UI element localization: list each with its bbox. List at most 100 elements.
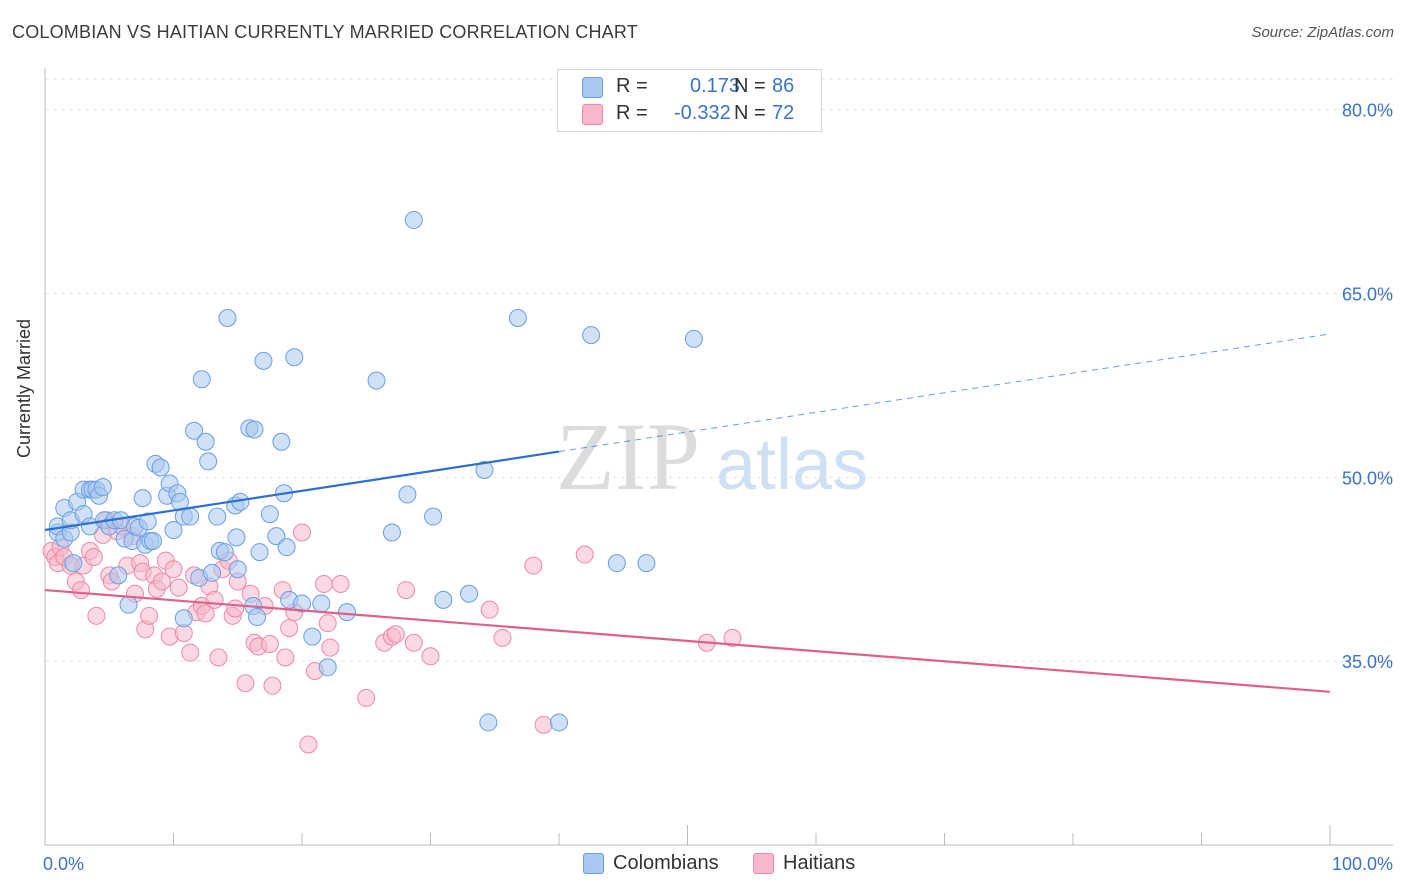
colombian-point (164, 521, 183, 540)
colombian-point (460, 584, 479, 603)
haitian-point (152, 572, 171, 591)
legend-label-colombians: Colombians (613, 852, 719, 874)
haitian-point (524, 556, 543, 575)
colombian-point (398, 485, 417, 504)
source-label: Source: ZipAtlas.com (1251, 24, 1394, 41)
haitian-point (397, 581, 416, 600)
colombian-point (312, 594, 331, 613)
colombian-point (424, 507, 443, 526)
haitian-point (205, 590, 224, 609)
haitian-point (386, 625, 405, 644)
legend-swatch-colombians (582, 77, 603, 98)
y-tick-label: 65.0% (1342, 284, 1393, 304)
axes (44, 68, 1393, 846)
haitian-point (404, 633, 423, 652)
colombian-point (133, 489, 152, 508)
haitian-point (723, 628, 742, 647)
haitian-point (140, 606, 159, 625)
grid-lines (45, 78, 1393, 662)
colombian-point (192, 370, 211, 389)
colombian-point (367, 371, 386, 390)
colombian-point (109, 566, 128, 585)
colombian-point (64, 554, 83, 573)
haitian-point (421, 647, 440, 666)
haitian-point (87, 606, 106, 625)
colombian-point (143, 532, 162, 551)
colombian-point (119, 595, 138, 614)
y-tick-label: 35.0% (1342, 652, 1393, 672)
watermark-atlas: atlas (716, 425, 868, 505)
haitian-point (480, 600, 499, 619)
colombian-trend-line-extension (558, 333, 1331, 453)
colombian-point (185, 421, 204, 440)
haitian-point (293, 523, 311, 542)
colombian-point (434, 590, 453, 609)
haitian-point (209, 648, 228, 667)
haitian-point (321, 638, 340, 657)
x-tick-label: 100.0% (1332, 854, 1393, 874)
tick-labels: 35.0% 50.0% 65.0% 80.0% 0.0% 100.0% (43, 101, 1393, 874)
legend-swatch-colombians (583, 853, 604, 874)
colombian-point (318, 658, 337, 677)
haitian-point (276, 648, 295, 667)
correlation-legend: R = 0.173 N = 86 R = -0.332 N = 72 (557, 69, 822, 132)
colombian-point (550, 713, 568, 732)
haitian-point (226, 599, 245, 618)
colombian-point (138, 512, 157, 531)
haitian-point (196, 604, 215, 623)
colombian-point (254, 351, 273, 370)
haitian-point (357, 688, 376, 707)
colombian-point (382, 523, 401, 542)
colombian-point (404, 210, 423, 229)
colombian-point (250, 543, 269, 562)
colombian-point (607, 554, 626, 573)
colombian-point (475, 460, 494, 479)
colombian-point (248, 608, 267, 627)
haitian-point (164, 560, 183, 579)
colombian-point (218, 308, 237, 327)
legend-r-value: 0.173 (690, 75, 741, 97)
colombian-point (245, 420, 264, 439)
colombian-point (272, 432, 291, 451)
haitian-point (318, 614, 337, 633)
colombian-point (196, 432, 215, 451)
colombian-point (582, 326, 601, 345)
haitian-point (71, 581, 90, 600)
colombian-point (151, 458, 170, 477)
colombian-point (215, 543, 234, 562)
colombian-point (508, 308, 527, 327)
watermark: ZIP atlas (556, 403, 868, 510)
chart-title: COLOMBIAN VS HAITIAN CURRENTLY MARRIED C… (12, 22, 638, 42)
y-tick-label: 50.0% (1342, 468, 1393, 488)
legend-swatch-haitians (582, 104, 603, 125)
colombian-point (293, 594, 311, 613)
data-points (42, 210, 742, 754)
haitian-point (260, 635, 279, 654)
legend-n-value: 72 (772, 102, 795, 124)
legend-n-label: N = (734, 102, 766, 124)
colombian-point (684, 329, 703, 348)
watermark-zip: ZIP (556, 403, 700, 510)
haitian-point (84, 547, 103, 566)
haitian-point (169, 578, 188, 597)
legend-r-label: R = (616, 102, 648, 124)
y-axis-label: Currently Married (14, 318, 34, 458)
colombian-point (228, 560, 247, 579)
haitian-trend-line (44, 588, 1331, 693)
colombian-point (181, 507, 200, 526)
legend-r-label: R = (616, 75, 648, 97)
colombian-point (199, 452, 218, 471)
trend-lines (44, 333, 1331, 693)
y-tick-label: 80.0% (1342, 101, 1393, 121)
haitian-point (263, 676, 282, 695)
colombian-point (285, 348, 304, 367)
legend-n-value: 86 (772, 75, 795, 97)
colombian-point (260, 505, 279, 524)
colombian-point (637, 554, 656, 573)
haitian-point (314, 574, 333, 593)
haitian-point (575, 545, 594, 564)
colombian-point (208, 507, 227, 526)
colombian-point (303, 627, 322, 646)
colombian-trend-line (44, 450, 560, 532)
